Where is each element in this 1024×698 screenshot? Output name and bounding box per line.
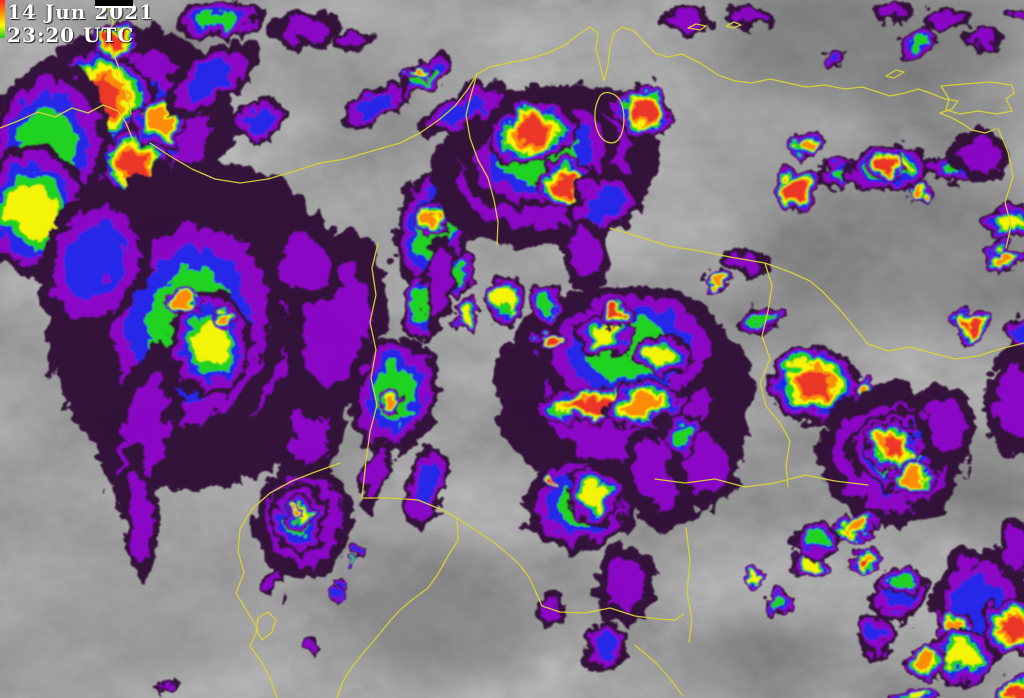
border-line bbox=[654, 474, 869, 488]
border-line bbox=[0, 104, 134, 141]
border-line bbox=[685, 527, 693, 643]
border-line bbox=[361, 242, 379, 499]
border-line bbox=[764, 262, 1024, 360]
border-line bbox=[255, 611, 277, 641]
border-line bbox=[687, 23, 707, 31]
country-borders-layer bbox=[0, 4, 1024, 698]
border-line bbox=[725, 21, 742, 29]
legend-bar-fragment bbox=[95, 0, 133, 8]
border-line bbox=[336, 517, 459, 698]
border-line bbox=[939, 112, 997, 134]
border-line bbox=[149, 26, 959, 184]
border-line bbox=[940, 81, 1015, 115]
border-line bbox=[594, 91, 625, 144]
border-line bbox=[361, 497, 685, 621]
border-line bbox=[609, 227, 791, 487]
border-line bbox=[465, 73, 499, 246]
border-line bbox=[634, 644, 683, 696]
colorbar-fragment bbox=[0, 0, 5, 38]
border-line bbox=[997, 127, 1014, 249]
border-line bbox=[235, 462, 341, 698]
border-line bbox=[885, 69, 905, 79]
border-line bbox=[107, 4, 132, 115]
timestamp-time: 23:20 UTC bbox=[7, 23, 135, 47]
